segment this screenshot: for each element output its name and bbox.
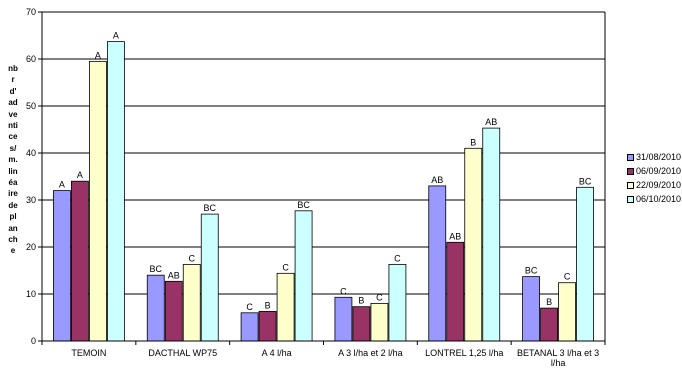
legend-swatch [627, 154, 634, 161]
data-label: A [113, 31, 119, 41]
y-axis-label-line: de [8, 200, 18, 210]
y-axis-label-line: r [11, 75, 15, 85]
y-axis-label-line: nti [8, 121, 18, 130]
bar [146, 274, 165, 342]
y-tick-label: 10 [26, 289, 36, 299]
bar [71, 180, 89, 342]
legend-item: 22/09/2010 [627, 180, 681, 191]
x-tick-label: LONTREL 1,25 l/ha [425, 348, 503, 358]
y-axis-label-line: ce [8, 132, 18, 142]
bar [53, 190, 71, 342]
y-tick-label: 60 [26, 54, 36, 64]
bar [258, 310, 277, 342]
legend-label: 31/08/2010 [636, 152, 682, 162]
y-tick-label: 30 [26, 195, 36, 205]
legend-swatch [627, 182, 634, 189]
y-axis-label-line: an [8, 223, 18, 233]
data-label: BC [297, 200, 310, 210]
data-label: B [265, 300, 271, 310]
data-label: B [358, 296, 364, 306]
data-label: BC [149, 264, 162, 274]
y-axis-label-line: d' [9, 86, 17, 96]
bar [388, 263, 407, 342]
y-axis-label-line: e [10, 246, 16, 256]
data-label: C [282, 262, 289, 272]
legend-item: 31/08/2010 [627, 152, 681, 163]
data-label: C [340, 286, 347, 296]
data-label: C [564, 272, 571, 282]
data-label: AB [168, 270, 180, 280]
bar [240, 312, 259, 342]
y-axis-label-line: pl [9, 212, 17, 222]
bar [352, 306, 371, 342]
data-label: BC [525, 266, 538, 276]
y-axis-label-line: ire [8, 189, 18, 199]
legend-swatch [627, 196, 634, 203]
x-tick-label: A 3 l/ha et 2 l/ha [338, 348, 403, 358]
data-label: C [189, 253, 196, 263]
legend-label: 06/09/2010 [636, 166, 682, 176]
y-axis-label-line: ve [8, 109, 18, 119]
bar [482, 127, 501, 342]
bar [540, 307, 558, 342]
legend-swatch [627, 168, 634, 175]
y-tick-label: 50 [26, 101, 36, 111]
x-tick-label: DACTHAL WP75 [148, 348, 217, 358]
bar [558, 282, 576, 342]
bar [370, 302, 389, 342]
bar [334, 296, 353, 342]
y-axis-label-line: m. [8, 155, 18, 165]
data-label: AB [449, 231, 461, 241]
bar [276, 272, 295, 342]
data-label: C [246, 302, 253, 312]
bar [464, 147, 483, 342]
data-label: AB [431, 175, 443, 185]
data-label: BC [579, 176, 592, 186]
bar [200, 213, 219, 342]
data-label: AB [485, 117, 497, 127]
x-tick-label: A 4 l/ha [262, 348, 292, 358]
data-label: A [95, 50, 101, 60]
y-axis-label-line: lin [8, 166, 18, 176]
data-label: B [470, 137, 476, 147]
x-tick-label: BETANAL 3 l/ha et 3 [517, 348, 599, 358]
bar [182, 263, 201, 342]
y-tick-label: 70 [26, 7, 36, 17]
legend-item: 06/10/2010 [627, 194, 681, 205]
y-axis-label-line: nb [8, 64, 18, 73]
bar [428, 185, 447, 342]
y-axis-label-line: ad [8, 98, 18, 108]
data-label: B [546, 297, 552, 307]
data-label: C [394, 253, 401, 263]
data-label: A [77, 170, 83, 180]
data-label: BC [203, 203, 216, 213]
x-tick-label: TEMOIN [71, 348, 106, 358]
data-label: C [376, 292, 383, 302]
legend-label: 06/10/2010 [636, 194, 682, 204]
data-label: A [59, 180, 65, 190]
y-axis-label-line: éa [8, 178, 18, 187]
bar [89, 60, 107, 342]
y-axis-label-line: ch [8, 235, 18, 244]
bar [522, 276, 540, 342]
y-axis-label-line: s/ [9, 143, 17, 153]
legend-item: 06/09/2010 [627, 166, 681, 177]
bar [107, 41, 125, 342]
y-tick-label: 40 [26, 148, 36, 158]
bar [576, 186, 594, 342]
bar [446, 241, 465, 342]
y-tick-label: 20 [26, 242, 36, 252]
y-tick-label: 0 [31, 336, 36, 346]
bar [294, 210, 313, 342]
legend-label: 22/09/2010 [636, 180, 682, 190]
x-tick-label: l/ha [551, 358, 566, 368]
bar [164, 280, 183, 342]
